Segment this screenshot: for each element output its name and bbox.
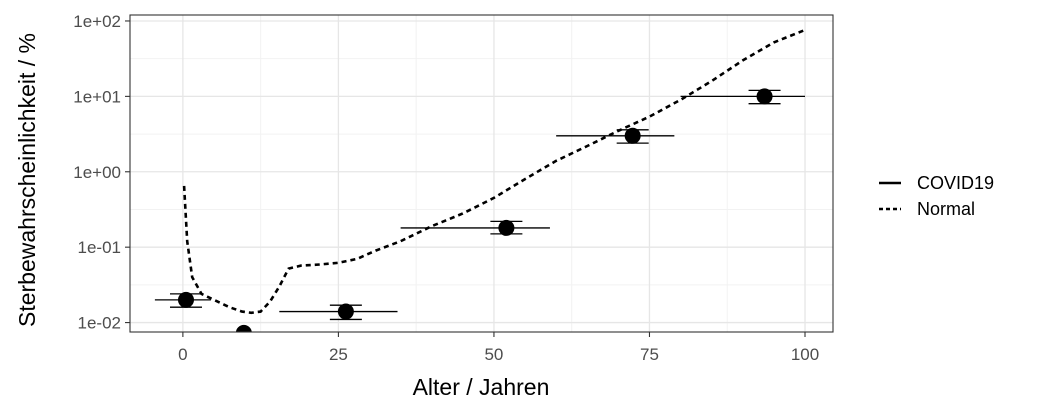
grid — [130, 15, 833, 332]
covid-point — [177, 291, 194, 308]
y-tick-label: 1e+01 — [73, 87, 121, 106]
legend-label-covid19: COVID19 — [917, 173, 994, 193]
axes: 0 25 50 75 100 1e-02 1e-01 1e+00 1e+01 1e+02 — [73, 12, 819, 364]
plot-panel-border — [129, 14, 834, 333]
x-tick-label: 50 — [484, 345, 503, 364]
legend-label-normal: Normal — [917, 199, 975, 219]
legend: COVID19 Normal — [879, 173, 994, 219]
covid-point — [498, 219, 515, 236]
x-tick-label: 75 — [640, 345, 659, 364]
x-axis-title: Alter / Jahren — [413, 374, 550, 400]
covid-point — [337, 303, 354, 320]
y-tick-label: 1e+00 — [73, 163, 121, 182]
covid-point — [756, 88, 773, 105]
plot-data — [154, 28, 806, 332]
covid-point — [624, 127, 641, 144]
x-tick-label: 100 — [791, 345, 819, 364]
covid-point — [235, 324, 252, 332]
y-tick-label: 1e+02 — [73, 12, 121, 31]
y-axis-title: Sterbewahrscheinlichkeit / % — [14, 33, 40, 327]
x-tick-label: 0 — [178, 345, 187, 364]
y-tick-label: 1e-02 — [78, 314, 121, 333]
y-tick-label: 1e-01 — [78, 238, 121, 257]
x-tick-label: 25 — [329, 345, 348, 364]
